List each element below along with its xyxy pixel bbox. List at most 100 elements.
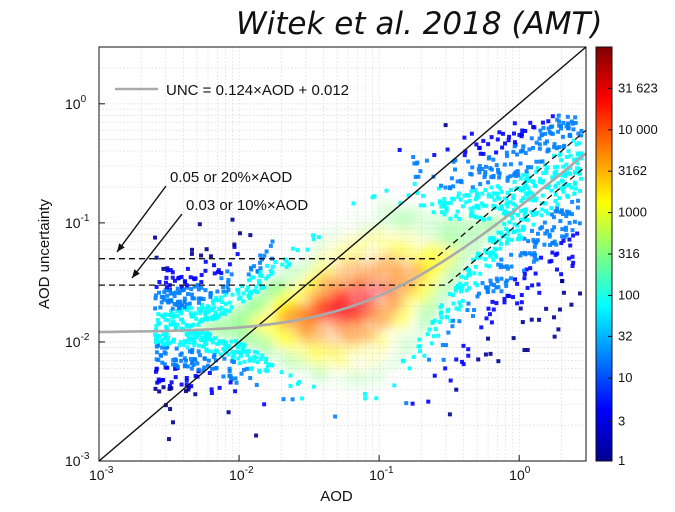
density-cell [549,206,554,211]
density-cell [388,260,393,265]
density-cell [184,324,189,329]
density-cell [402,225,407,230]
density-cell [357,286,362,291]
density-cell [536,282,541,287]
density-cell [435,229,440,234]
density-cell [422,233,427,238]
density-cell [469,210,474,215]
density-cell [172,301,177,306]
density-cell [315,283,320,288]
density-cell [573,186,578,191]
density-cell [213,348,218,353]
density-cell [276,302,281,307]
density-cell [252,354,257,359]
density-cell [520,148,525,153]
density-cell [362,237,367,242]
density-cell [550,124,555,129]
density-cell [425,243,430,248]
density-cell [437,285,442,290]
density-cell [315,301,320,306]
density-cell [439,255,444,260]
density-cell [557,145,562,150]
density-cell [383,258,388,263]
density-cell [460,359,465,364]
density-cell [189,292,194,297]
density-cell [457,243,462,248]
density-cell [413,292,418,297]
density-cell [166,437,171,442]
density-cell [370,307,375,312]
density-cell [559,208,564,213]
density-cell [265,353,270,358]
density-cell [346,255,351,260]
density-cell [530,283,535,288]
density-cell [171,358,176,363]
density-cell [330,320,335,325]
density-cell [461,362,466,367]
density-cell [207,333,212,338]
density-cell [570,199,575,204]
density-cell [400,217,405,222]
density-cell [484,203,489,208]
density-cell [543,201,548,206]
density-cell [304,334,309,339]
density-cell [171,338,176,343]
density-cell [361,266,366,271]
density-cell [567,210,572,215]
density-cell [300,330,305,335]
density-cell [520,320,525,325]
density-cell [504,241,509,246]
density-cell [272,334,277,339]
density-cell [179,309,184,314]
density-cell [357,270,362,275]
density-cell [383,336,388,341]
density-cell [213,298,218,303]
density-cell [232,334,237,339]
density-cell [179,326,184,331]
y-tick-label: 10-2 [65,332,90,350]
density-cell [566,194,571,199]
envelope-label-1: 0.05 or 20%×AOD [170,169,292,186]
density-cell [316,309,321,314]
density-cell [245,366,250,371]
density-cell [434,256,439,261]
density-cell [466,159,471,164]
density-cell [351,315,356,320]
density-cell [329,280,334,285]
density-cell [285,353,290,358]
density-cell [421,293,426,298]
density-cell [255,269,260,274]
envelope-line-1 [99,129,586,260]
density-cell [368,315,373,320]
density-cell [189,287,194,292]
density-cell [174,346,179,351]
density-cell [532,251,537,256]
density-cell [307,332,312,337]
density-cell [309,300,314,305]
density-cell [288,373,293,378]
density-cell [523,151,528,156]
density-cell [165,365,170,370]
density-cell [442,212,447,217]
density-cell [400,297,405,302]
density-cell [424,263,429,268]
density-cell [550,250,555,255]
density-cell [363,332,368,337]
density-cell [328,299,333,304]
density-cell [265,364,270,369]
density-cell [393,264,398,269]
density-cell [331,317,336,322]
density-cell [416,256,421,261]
density-cell [311,233,316,238]
density-cell [425,216,430,221]
density-cell [564,214,569,219]
density-cell [363,295,368,300]
density-cell [486,336,491,341]
density-cell [427,271,432,276]
density-cell [232,308,237,313]
density-cell [253,293,258,298]
density-cell [466,286,471,291]
density-cell [508,200,513,205]
density-cell [185,266,190,271]
